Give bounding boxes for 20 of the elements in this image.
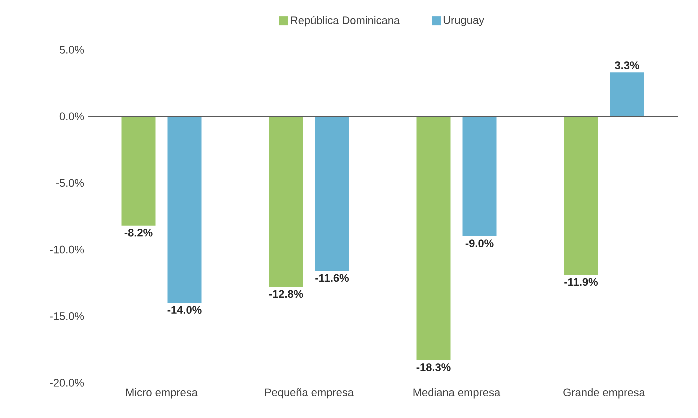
x-tick-label: Mediana empresa bbox=[414, 388, 501, 399]
data-label: -11.6% bbox=[316, 274, 350, 282]
x-tick-label: Pequeña empresa bbox=[265, 388, 354, 399]
y-tick-label: -15.0% bbox=[50, 312, 84, 320]
legend-label: Uruguay bbox=[444, 16, 484, 26]
data-label: -18.3% bbox=[416, 364, 451, 372]
y-tick-label: -5.0% bbox=[56, 179, 84, 188]
x-tick-label: Grande empresa bbox=[564, 388, 646, 399]
y-tick-label: -10.0% bbox=[50, 246, 84, 254]
data-label: -12.8% bbox=[269, 290, 304, 298]
y-tick-label: 5.0% bbox=[60, 46, 84, 54]
data-label: -14.0% bbox=[168, 306, 202, 314]
legend-label: República Dominicana bbox=[291, 16, 400, 27]
x-tick-label: Micro empresa bbox=[126, 388, 198, 399]
data-label: -9.0% bbox=[466, 240, 494, 248]
y-tick-label: -20.0% bbox=[50, 379, 84, 387]
data-label: 3.3% bbox=[615, 62, 640, 70]
data-label: -8.2% bbox=[124, 229, 153, 237]
data-label: -11.9% bbox=[564, 278, 598, 286]
y-tick-label: 0.0% bbox=[60, 112, 84, 120]
